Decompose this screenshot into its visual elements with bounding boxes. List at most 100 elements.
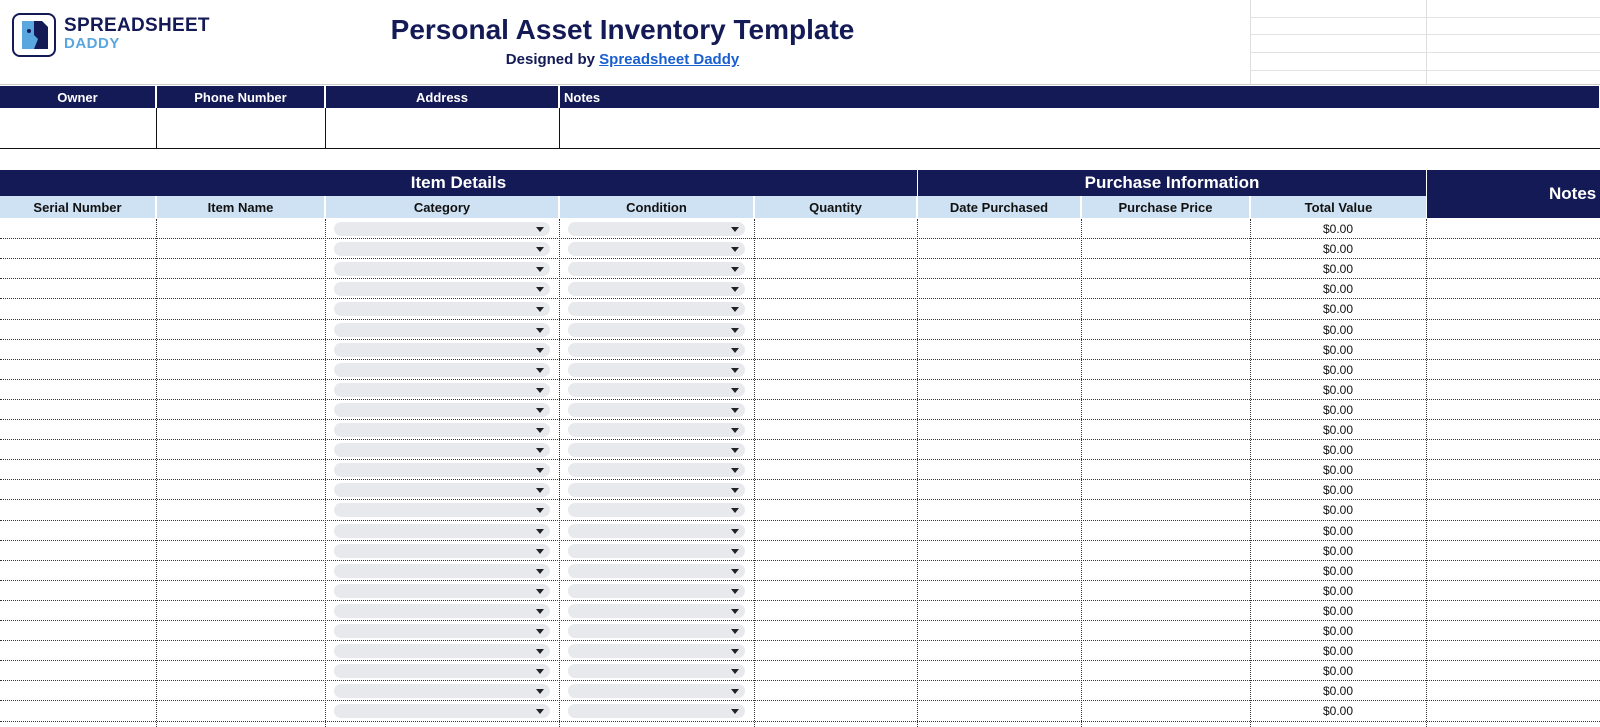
dropdown[interactable] [568,543,745,558]
dropdown[interactable] [568,463,745,478]
dropdown[interactable] [334,342,550,357]
dropdown[interactable] [334,563,550,578]
column-border [1081,219,1082,727]
dropdown[interactable] [334,523,550,538]
dropdown[interactable] [334,443,550,458]
dropdown-arrow [731,649,739,655]
total-value: $0.00 [1322,242,1354,257]
row-border [0,459,1600,461]
dropdown[interactable] [568,302,745,317]
dropdown[interactable] [334,603,550,618]
dropdown[interactable] [334,704,550,719]
total-value: $0.00 [1322,624,1354,639]
total-value: $0.00 [1322,443,1354,458]
dropdown-arrow [536,548,544,554]
dropdown-arrow [731,287,739,293]
top-divider [0,84,1600,85]
dropdown-arrow [731,709,739,715]
dropdown[interactable] [334,463,550,478]
row-border [0,700,1600,702]
total-value: $0.00 [1322,382,1354,397]
dropdown[interactable] [334,242,550,257]
dropdown[interactable] [334,684,550,699]
dropdown[interactable] [334,423,550,437]
dropdown[interactable] [568,282,745,297]
dropdown[interactable] [568,563,745,578]
dropdown-arrow [536,347,544,353]
dropdown[interactable] [568,503,745,518]
row-border [0,278,1600,280]
dropdown[interactable] [334,483,550,498]
dropdown[interactable] [334,543,550,558]
dropdown[interactable] [568,362,745,377]
dropdown[interactable] [334,282,550,297]
dropdown-arrow [731,468,739,474]
dropdown-arrow [536,488,544,494]
row-border [0,720,1600,722]
dropdown[interactable] [568,523,745,538]
dropdown-arrow [731,347,739,353]
dropdown[interactable] [568,443,745,458]
dropdown[interactable] [334,262,550,277]
owner-header: Phone Number [157,86,324,108]
dropdown[interactable] [568,322,745,337]
row-border [0,439,1600,441]
dropdown[interactable] [334,503,550,518]
dropdown[interactable] [568,242,745,257]
top-grid-line [1250,17,1600,18]
dropdown[interactable] [334,322,550,337]
total-value: $0.00 [1322,603,1354,618]
row-border [0,238,1600,240]
top-grid-line [1250,70,1600,71]
dropdown-arrow [536,528,544,534]
dropdown[interactable] [334,402,550,417]
dropdown-arrow [731,629,739,634]
owner-header: Address [326,86,558,108]
dropdown-arrow [731,568,739,574]
dropdown[interactable] [568,222,745,236]
dropdown-arrow [536,407,544,413]
row-border [0,640,1600,642]
dropdown-arrow [731,548,739,554]
dropdown-arrow [536,428,544,433]
dropdown[interactable] [334,644,550,659]
dropdown[interactable] [334,583,550,598]
dropdown[interactable] [568,342,745,357]
dropdown[interactable] [568,664,745,679]
dropdown-arrow [536,649,544,655]
total-value: $0.00 [1322,644,1354,659]
subtitle-link[interactable]: Spreadsheet Daddy [599,51,740,68]
dropdown[interactable] [334,664,550,679]
dropdown[interactable] [334,302,550,317]
dropdown[interactable] [568,684,745,699]
dropdown[interactable] [568,704,745,719]
owner-cell-border [325,108,326,148]
dropdown[interactable] [568,402,745,417]
dropdown[interactable] [334,624,550,638]
dropdown[interactable] [568,644,745,659]
dropdown[interactable] [334,382,550,397]
dropdown-arrow [536,568,544,574]
dropdown-arrow [536,367,544,373]
dropdown[interactable] [568,603,745,618]
dropdown[interactable] [568,382,745,397]
dropdown[interactable] [568,423,745,437]
dropdown[interactable] [568,624,745,638]
dropdown-arrow [731,508,739,514]
dropdown-arrow [536,508,544,514]
row-border [0,559,1600,561]
dropdown[interactable] [568,483,745,498]
total-value: $0.00 [1322,483,1354,498]
dropdown-arrow [731,387,739,393]
dropdown[interactable] [568,583,745,598]
dropdown[interactable] [334,222,550,236]
dropdown-arrow [731,428,739,433]
row-border [0,419,1600,420]
dropdown[interactable] [334,362,550,377]
dropdown-arrow [731,227,739,232]
dropdown[interactable] [568,262,745,277]
dropdown-arrow [536,287,544,293]
row-border [0,479,1600,481]
dropdown-arrow [536,227,544,232]
total-value: $0.00 [1322,342,1354,357]
